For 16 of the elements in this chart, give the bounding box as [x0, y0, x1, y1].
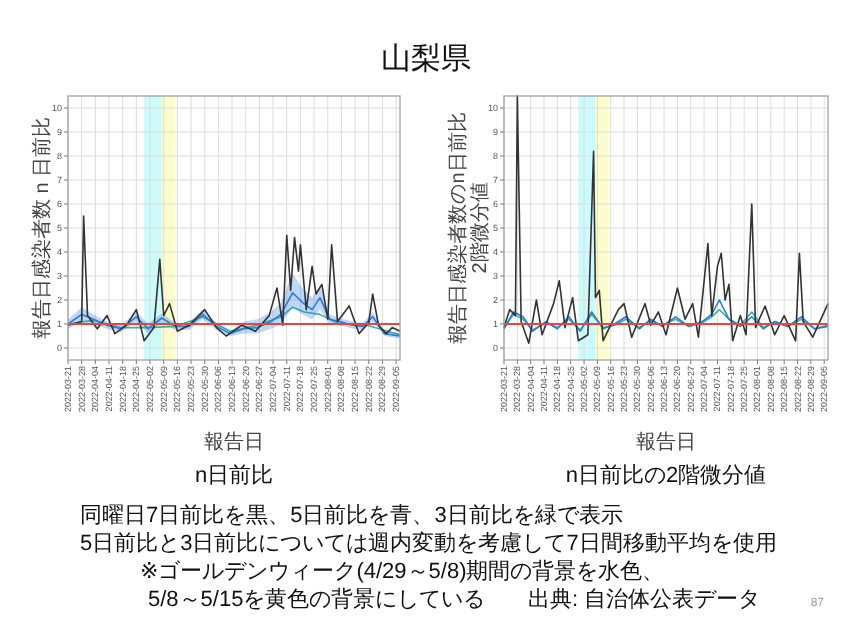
x-axis-title: 報告日 [204, 430, 264, 454]
line-series [503, 95, 829, 344]
line-series [67, 292, 401, 337]
source-note: 出典: 自治体公表データ [528, 586, 761, 612]
line-series [67, 215, 401, 342]
y-axis-title: 報告日感染者数のn日前比 2階微分値 [446, 112, 492, 344]
text: ※ゴールデンウィーク(4/29～5/8)期間の背景を水色、 [140, 558, 665, 584]
text: n日前比 [194, 462, 274, 488]
y-axis-title: 報告日感染者数 n 日前比 [30, 116, 54, 340]
text: 5/8～5/15を黄色の背景にしている [148, 586, 486, 612]
text: 5日前比と3日前比については週内変動を考慮して7日間移動平均を使用 [80, 530, 777, 556]
line-series [503, 299, 829, 332]
x-axis-title: 報告日 [636, 430, 696, 454]
chart-title: 山梨県 [381, 42, 471, 76]
text: 同曜日7日前比を黒、5日前比を青、3日前比を緑で表示 [80, 502, 623, 528]
text: n日前比の2階微分値 [565, 462, 767, 488]
